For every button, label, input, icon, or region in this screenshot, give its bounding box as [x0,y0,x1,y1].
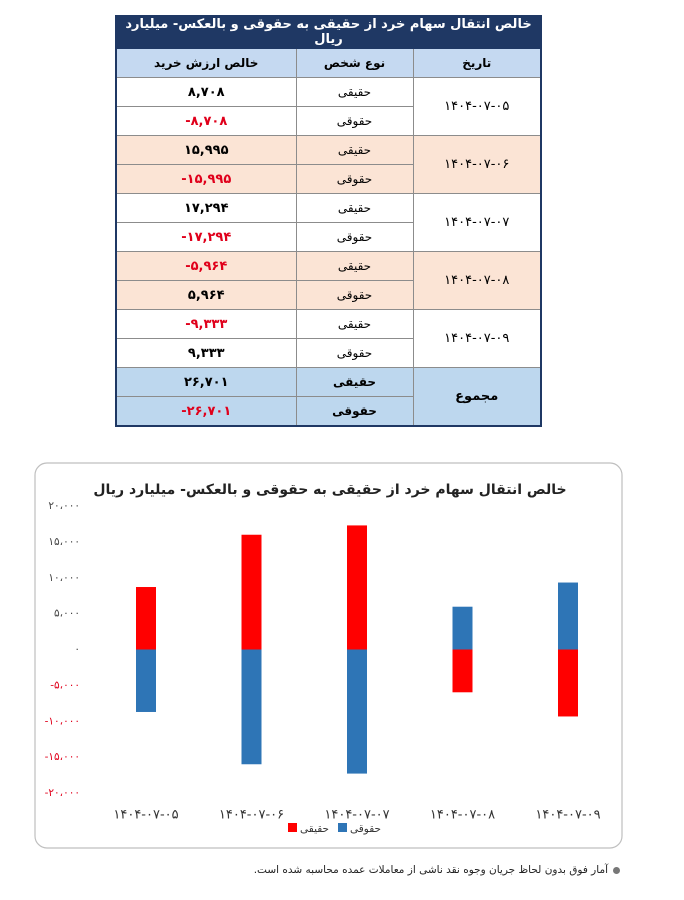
bar [347,649,367,774]
type-cell: حقوقی [295,222,414,252]
table-row: حقوقی -۲۶,۷۰۱ [115,396,541,427]
x-tick-label: ۱۴۰۴-۰۷-۰۶ [219,808,284,823]
y-tick-label: -۲۰،۰۰۰ [45,787,80,799]
table-row: ۱۴۰۴-۰۷-۰۵ حقیقی ۸,۷۰۸ [115,77,542,136]
y-tick-label: ۰ [74,644,80,656]
date-cell: ۱۴۰۴-۰۷-۰۶ [412,135,542,194]
type-cell: حقوقی [295,106,414,136]
type-cell: حقیقی [295,77,414,107]
date-cell: ۱۴۰۴-۰۷-۰۷ [412,193,542,252]
footnote: آمار فوق بدون لحاظ جریان وجوه نقد ناشی ا… [254,864,620,876]
bullet [613,866,620,874]
value-cell: ۵,۹۶۴ [115,280,297,310]
row-group: مجموع حقیقی ۲۶,۷۰۱ حقوقی -۲۶,۷۰۱ [115,367,542,427]
x-tick-label: ۱۴۰۴-۰۷-۰۷ [324,808,389,823]
header-cell: خالص ارزش خرید [115,47,297,78]
row-group: ۱۴۰۴-۰۷-۰۸ حقیقی -۵,۹۶۴ حقوقی ۵,۹۶۴ [115,251,542,310]
value-cell: ۸,۷۰۸ [115,77,297,107]
value-cell: ۱۵,۹۹۵ [115,135,297,165]
value-cell: -۸,۷۰۸ [115,106,297,136]
date-cell: مجموع [412,367,542,427]
type-cell: حقیقی [295,367,414,397]
table-row: حقوقی -۱۷,۲۹۴ [115,222,541,252]
value-cell: -۹,۳۳۳ [115,309,297,339]
type-cell: حقیقی [295,135,414,165]
table-row: حقوقی ۵,۹۶۴ [115,280,541,310]
type-cell: حقوقی [295,280,414,310]
value-cell: -۱۵,۹۹۵ [115,164,297,194]
y-tick-label: ۱۰،۰۰۰ [48,572,80,584]
type-cell: حقیقی [295,309,414,339]
y-tick-label: -۵،۰۰۰ [50,679,80,691]
y-tick-label: -۱۰،۰۰۰ [45,715,80,727]
x-tick-label: ۱۴۰۴-۰۷-۰۹ [535,808,600,823]
bar [241,649,262,765]
header-cell: تاریخ [412,47,542,78]
value-cell: ۱۷,۲۹۴ [115,193,297,223]
value-cell: -۱۷,۲۹۴ [115,222,297,252]
type-cell: حقیقی [295,193,414,223]
bar [452,649,473,693]
bar [558,649,578,717]
table-row: ۱۴۰۴-۰۷-۰۶ حقیقی ۱۵,۹۹۵ [115,135,542,194]
type-cell: حقوقی [295,338,414,368]
bar [347,525,367,650]
table-row: ۱۴۰۴-۰۷-۰۷ حقیقی ۱۷,۲۹۴ [115,193,542,252]
bar [558,582,578,650]
chart: خالص انتقال سهام خرد از حقیقی به حقوقی و… [34,462,623,849]
chart-frame [34,462,623,849]
type-cell: حقوقی [295,164,414,194]
chart-title: خالص انتقال سهام خرد از حقیقی به حقوقی و… [93,482,566,498]
row-group: ۱۴۰۴-۰۷-۰۷ حقیقی ۱۷,۲۹۴ حقوقی -۱۷,۲۹۴ [115,193,542,252]
table-row: مجموع حقیقی ۲۶,۷۰۱ [115,367,542,427]
bar [136,649,156,712]
type-cell: حقوقی [295,396,414,427]
bar [136,587,156,650]
value-cell: ۹,۳۳۳ [115,338,297,368]
y-tick-label: -۱۵،۰۰۰ [45,751,80,763]
x-tick-label: ۱۴۰۴-۰۷-۰۵ [113,808,178,823]
value-cell: -۵,۹۶۴ [115,251,297,281]
x-tick-label: ۱۴۰۴-۰۷-۰۸ [430,808,495,823]
date-cell: ۱۴۰۴-۰۷-۰۸ [412,251,542,310]
date-cell: ۱۴۰۴-۰۷-۰۹ [412,309,542,368]
table-title: خالص انتقال سهام خرد از حقیقی به حقوقی و… [114,15,543,49]
summary-table: خالص انتقال سهام خرد از حقیقی به حقوقی و… [114,15,543,427]
bar [452,606,473,650]
y-tick-label: ۲۰،۰۰۰ [48,500,80,512]
row-group: ۱۴۰۴-۰۷-۰۵ حقیقی ۸,۷۰۸ حقوقی -۸,۷۰۸ [115,77,542,136]
header-cell: نوع شخص [295,47,414,78]
table-row: حقوقی ۹,۳۳۳ [115,338,541,368]
table-row: ۱۴۰۴-۰۷-۰۸ حقیقی -۵,۹۶۴ [115,251,542,310]
legend-swatch [338,823,347,832]
row-group: ۱۴۰۴-۰۷-۰۶ حقیقی ۱۵,۹۹۵ حقوقی -۱۵,۹۹۵ [115,135,542,194]
table-row: ۱۴۰۴-۰۷-۰۹ حقیقی -۹,۳۳۳ [115,309,542,368]
row-group: ۱۴۰۴-۰۷-۰۹ حقیقی -۹,۳۳۳ حقوقی ۹,۳۳۳ [115,309,542,368]
table-row: حقوقی -۸,۷۰۸ [115,106,541,136]
footnote-text: آمار فوق بدون لحاظ جریان وجوه نقد ناشی ا… [253,864,608,876]
value-cell: -۲۶,۷۰۱ [115,396,297,427]
legend-label: حقوقی [350,823,381,835]
y-tick-label: ۱۵،۰۰۰ [48,536,80,548]
legend-swatch [288,823,297,832]
y-tick-label: ۵،۰۰۰ [54,608,80,620]
date-cell: ۱۴۰۴-۰۷-۰۵ [412,77,542,136]
type-cell: حقیقی [295,251,414,281]
table-row: حقوقی -۱۵,۹۹۵ [115,164,541,194]
bar [241,534,262,650]
value-cell: ۲۶,۷۰۱ [115,367,297,397]
legend-label: حقیقی [300,823,329,835]
